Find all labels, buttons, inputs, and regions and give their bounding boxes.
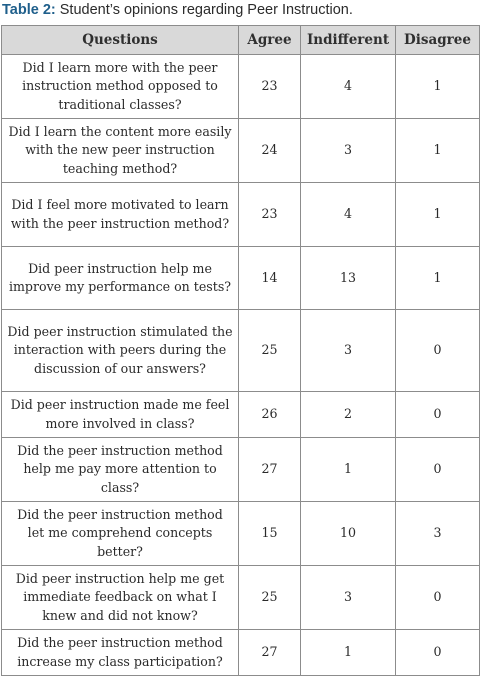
table-caption: Table 2: Student’s opinions regarding Pe… (2, 2, 353, 18)
header-agree: Agree (238, 25, 301, 55)
table-row: Did peer instruction help me improve my … (1, 246, 480, 310)
indifferent-cell: 3 (300, 309, 396, 392)
header-indifferent: Indifferent (300, 25, 396, 55)
indifferent-cell: 3 (300, 118, 396, 183)
indifferent-cell: 10 (300, 501, 396, 566)
question-cell: Did I feel more motivated to learn with … (1, 182, 239, 247)
indifferent-cell: 4 (300, 182, 396, 247)
indifferent-cell: 2 (300, 391, 396, 438)
table-row: Did the peer instruction method help me … (1, 437, 480, 502)
table-row: Did I learn more with the peer instructi… (1, 54, 480, 119)
disagree-cell: 0 (395, 629, 480, 676)
indifferent-cell: 1 (300, 437, 396, 502)
question-cell: Did peer instruction made me feel more i… (1, 391, 239, 438)
question-cell: Did peer instruction help me get immedia… (1, 565, 239, 630)
disagree-cell: 1 (395, 246, 480, 310)
disagree-cell: 0 (395, 309, 480, 392)
agree-cell: 27 (238, 437, 301, 502)
disagree-cell: 1 (395, 182, 480, 247)
question-cell: Did I learn more with the peer instructi… (1, 54, 239, 119)
question-cell: Did the peer instruction method increase… (1, 629, 239, 676)
agree-cell: 14 (238, 246, 301, 310)
table-header-row: Questions Agree Indifferent Disagree (1, 25, 480, 55)
question-cell: Did the peer instruction method let me c… (1, 501, 239, 566)
agree-cell: 25 (238, 565, 301, 630)
agree-cell: 26 (238, 391, 301, 438)
question-cell: Did peer instruction help me improve my … (1, 246, 239, 310)
indifferent-cell: 13 (300, 246, 396, 310)
question-cell: Did I learn the content more easily with… (1, 118, 239, 183)
disagree-cell: 0 (395, 437, 480, 502)
question-cell: Did the peer instruction method help me … (1, 437, 239, 502)
disagree-cell: 1 (395, 54, 480, 119)
agree-cell: 23 (238, 182, 301, 247)
disagree-cell: 1 (395, 118, 480, 183)
table-row: Did the peer instruction method let me c… (1, 501, 480, 566)
table-row: Did I feel more motivated to learn with … (1, 182, 480, 247)
opinions-table: Questions Agree Indifferent Disagree Did… (1, 25, 480, 676)
indifferent-cell: 3 (300, 565, 396, 630)
agree-cell: 25 (238, 309, 301, 392)
indifferent-cell: 1 (300, 629, 396, 676)
table-number-label: Table 2: (2, 2, 56, 18)
table-row: Did peer instruction help me get immedia… (1, 565, 480, 630)
question-cell: Did peer instruction stimulated the inte… (1, 309, 239, 392)
disagree-cell: 3 (395, 501, 480, 566)
disagree-cell: 0 (395, 391, 480, 438)
agree-cell: 15 (238, 501, 301, 566)
agree-cell: 23 (238, 54, 301, 119)
table-row: Did peer instruction stimulated the inte… (1, 309, 480, 392)
indifferent-cell: 4 (300, 54, 396, 119)
header-disagree: Disagree (395, 25, 480, 55)
disagree-cell: 0 (395, 565, 480, 630)
table-row: Did I learn the content more easily with… (1, 118, 480, 183)
table-caption-text: Student’s opinions regarding Peer Instru… (59, 2, 353, 18)
agree-cell: 24 (238, 118, 301, 183)
table-row: Did the peer instruction method increase… (1, 629, 480, 676)
header-questions: Questions (1, 25, 239, 55)
table-row: Did peer instruction made me feel more i… (1, 391, 480, 438)
agree-cell: 27 (238, 629, 301, 676)
